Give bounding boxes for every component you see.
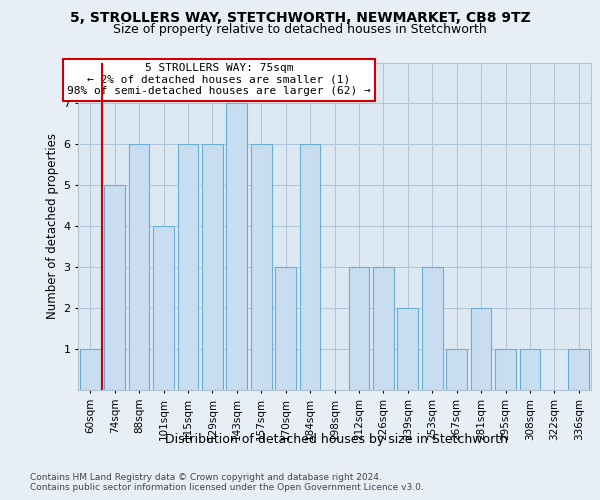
Bar xyxy=(397,308,418,390)
Y-axis label: Number of detached properties: Number of detached properties xyxy=(46,133,59,320)
Text: Distribution of detached houses by size in Stetchworth: Distribution of detached houses by size … xyxy=(164,432,508,446)
Text: 5 STROLLERS WAY: 75sqm
← 2% of detached houses are smaller (1)
98% of semi-detac: 5 STROLLERS WAY: 75sqm ← 2% of detached … xyxy=(67,63,371,96)
Bar xyxy=(422,267,443,390)
Bar xyxy=(470,308,491,390)
Bar xyxy=(226,104,247,390)
Text: Size of property relative to detached houses in Stetchworth: Size of property relative to detached ho… xyxy=(113,22,487,36)
Bar xyxy=(251,144,272,390)
Bar xyxy=(153,226,174,390)
Text: Contains HM Land Registry data © Crown copyright and database right 2024.: Contains HM Land Registry data © Crown c… xyxy=(30,472,382,482)
Bar xyxy=(495,349,516,390)
Bar xyxy=(80,349,101,390)
Bar xyxy=(104,186,125,390)
Bar xyxy=(202,144,223,390)
Bar xyxy=(349,267,370,390)
Bar xyxy=(446,349,467,390)
Text: 5, STROLLERS WAY, STETCHWORTH, NEWMARKET, CB8 9TZ: 5, STROLLERS WAY, STETCHWORTH, NEWMARKET… xyxy=(70,12,530,26)
Bar xyxy=(178,144,199,390)
Bar xyxy=(128,144,149,390)
Bar xyxy=(520,349,541,390)
Bar xyxy=(373,267,394,390)
Bar xyxy=(299,144,320,390)
Bar xyxy=(275,267,296,390)
Bar xyxy=(568,349,589,390)
Text: Contains public sector information licensed under the Open Government Licence v3: Contains public sector information licen… xyxy=(30,484,424,492)
